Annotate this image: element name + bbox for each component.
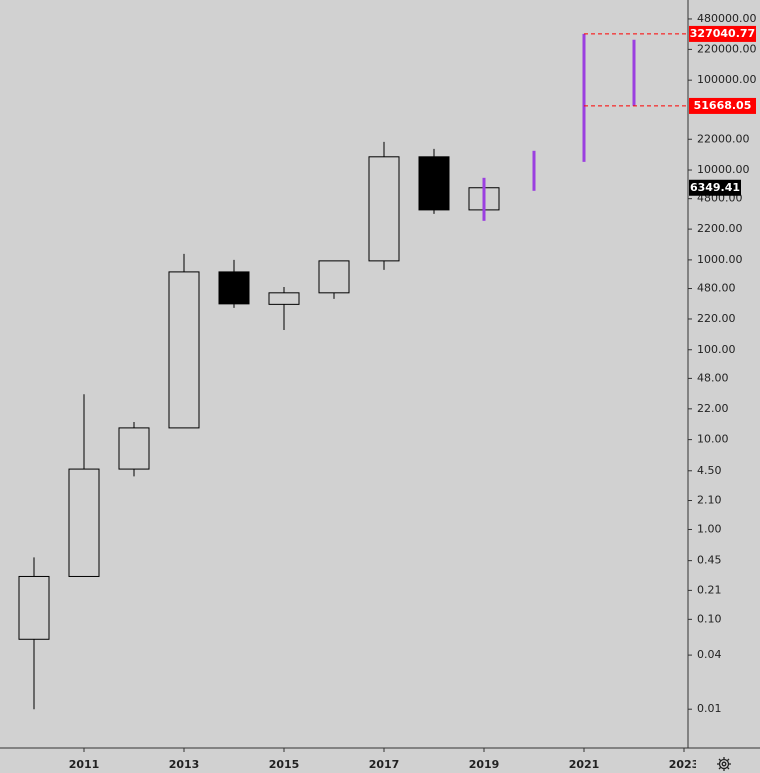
y-tick-label: 100.00: [697, 343, 736, 356]
x-tick-label: 2019: [469, 758, 500, 771]
y-tick-label: 10.00: [697, 433, 729, 446]
y-tick-label: 220.00: [697, 312, 736, 325]
y-tick-label: 0.21: [697, 583, 722, 596]
y-tick-label: 480.00: [697, 282, 736, 295]
settings-icon[interactable]: [717, 757, 731, 771]
candle-body: [168, 271, 200, 429]
candle-body: [268, 292, 300, 305]
candle-body: [368, 156, 400, 262]
candle-body: [68, 468, 100, 577]
y-tick-label: 2200.00: [697, 222, 743, 235]
x-tick-label: 2017: [369, 758, 400, 771]
price-tag-label: 51668.05: [694, 99, 752, 112]
candle-body: [418, 156, 450, 211]
y-tick-label: 2.10: [697, 494, 722, 507]
price-tag: [689, 25, 756, 42]
y-tick-label: 1000.00: [697, 253, 743, 266]
candle-body: [118, 427, 150, 470]
y-tick-label: 100000.00: [697, 73, 757, 86]
y-tick-label: 48.00: [697, 371, 729, 384]
x-tick-label: 2021: [569, 758, 600, 771]
candle-body: [218, 271, 250, 305]
candle-body: [18, 575, 50, 640]
last-price-tag: [689, 179, 741, 196]
x-tick-label: 2015: [269, 758, 300, 771]
y-tick-label: 0.10: [697, 612, 722, 625]
y-tick-label: 0.04: [697, 648, 722, 661]
x-labels: 2011 2013 2015 2017 2019 2021 2023: [69, 748, 700, 771]
y-tick-label: 0.45: [697, 554, 722, 567]
y-tick-label: 480000.00: [697, 12, 757, 25]
candle-body: [318, 260, 350, 294]
y-tick-label: 0.01: [697, 702, 722, 715]
y-tick-label: 22.00: [697, 402, 729, 415]
y-tick-label: 220000.00: [697, 42, 757, 55]
x-tick-label: 2011: [69, 758, 100, 771]
y-tick-label: 22000.00: [697, 132, 750, 145]
x-tick-label: 2023: [669, 758, 700, 771]
x-tick-label: 2013: [169, 758, 200, 771]
y-tick-label: 1.00: [697, 522, 722, 535]
last-price-label: 6349.41: [690, 181, 740, 194]
price-tag: [689, 97, 756, 114]
y-tick-label: 10000.00: [697, 163, 750, 176]
price-tag-label: 327040.77: [690, 27, 755, 40]
y-tick-label: 4.50: [697, 464, 722, 477]
